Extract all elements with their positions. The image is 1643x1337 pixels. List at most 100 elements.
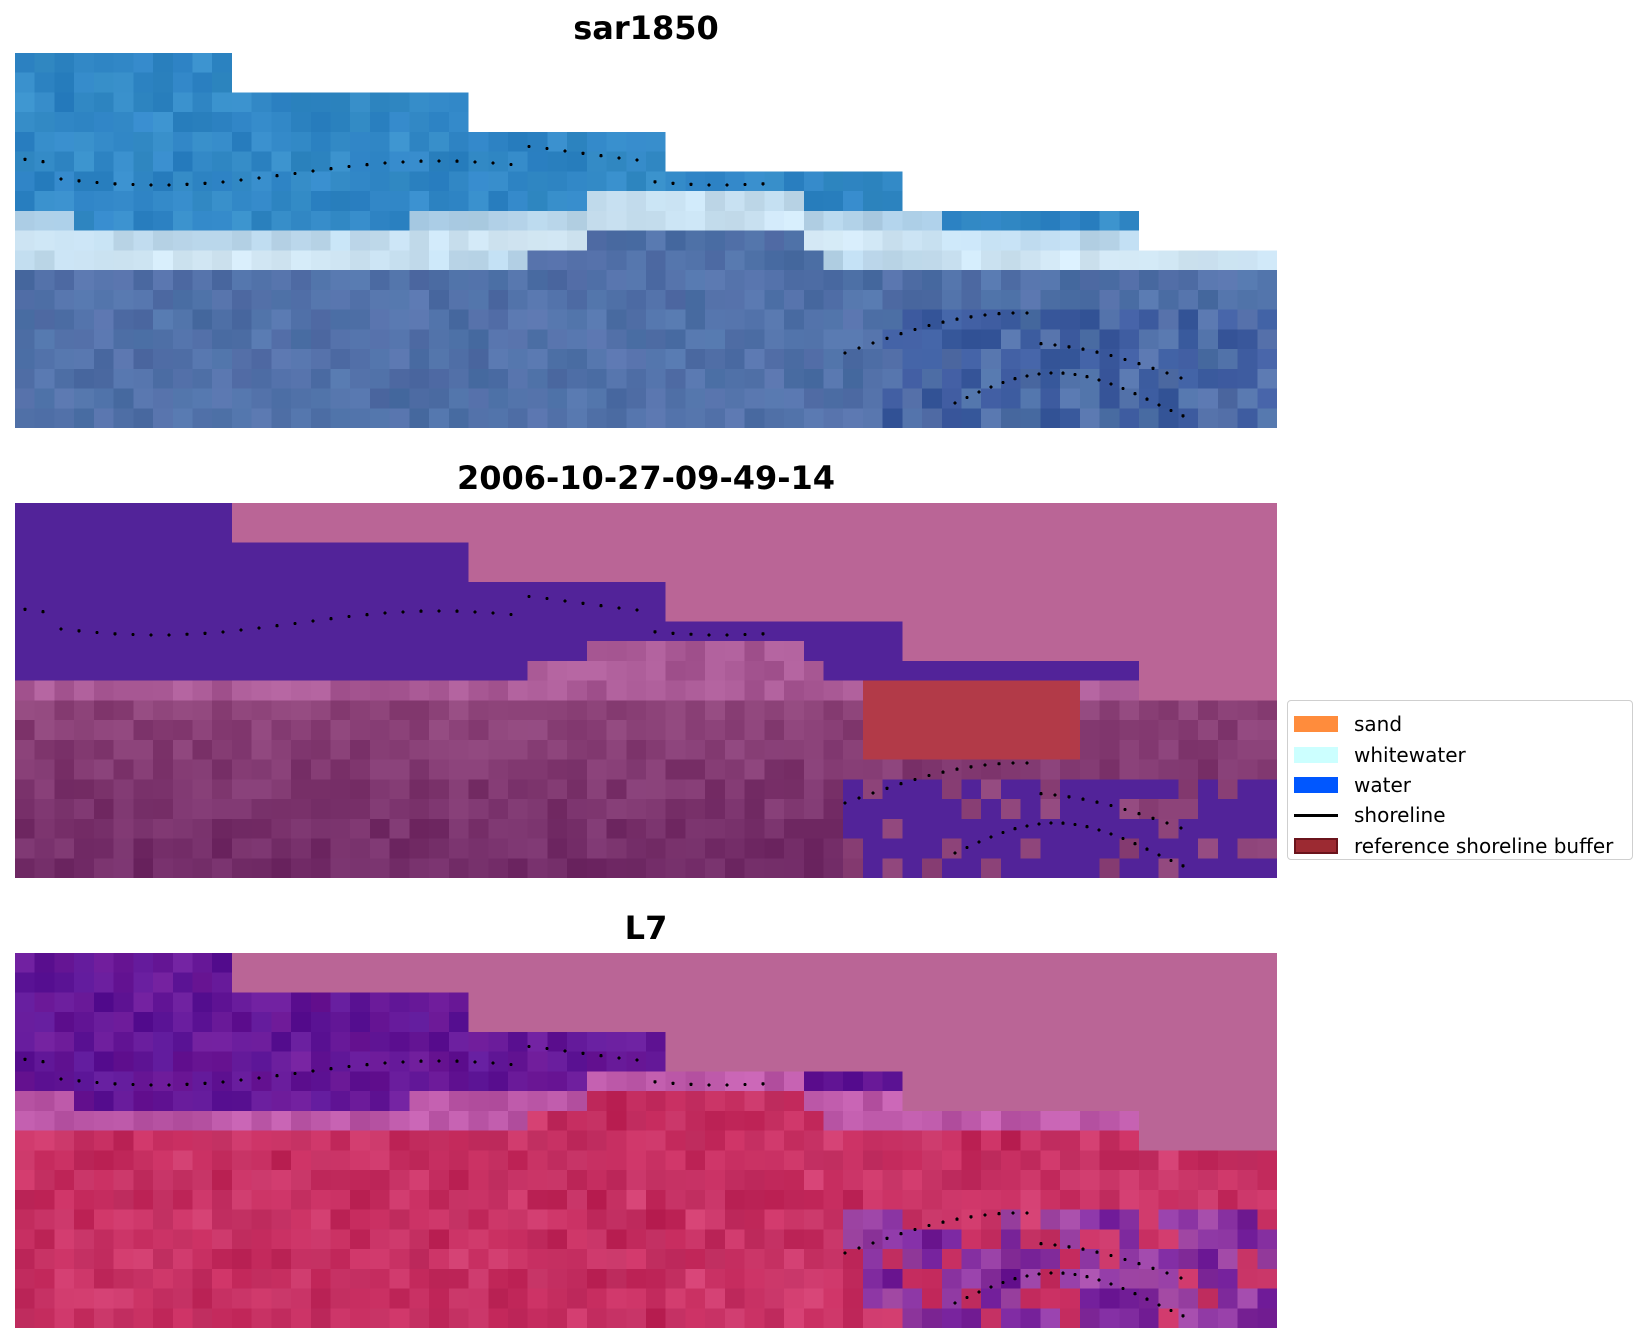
pixel [468, 992, 489, 1013]
pixel [626, 151, 647, 173]
pixel [133, 309, 154, 330]
pixel [488, 953, 509, 974]
pixel [133, 151, 154, 173]
pixel [310, 542, 332, 563]
pixel [981, 329, 1002, 350]
pixel [231, 818, 253, 840]
pixel [74, 953, 95, 974]
pixel [744, 289, 765, 311]
pixel [1020, 191, 1041, 212]
shoreline-dot [1181, 414, 1185, 418]
pixel [1079, 1308, 1101, 1328]
pixel [705, 858, 726, 878]
pixel [724, 680, 746, 701]
pixel [1040, 1130, 1061, 1151]
pixel [1119, 759, 1140, 780]
pixel [922, 680, 943, 701]
legend-item-shoreline: shoreline [1294, 800, 1626, 830]
pixel [468, 1071, 489, 1092]
pixel [1158, 503, 1180, 524]
pixel [626, 680, 647, 701]
pixel [665, 992, 687, 1013]
pixel [862, 408, 884, 428]
pixel [1237, 92, 1258, 113]
pixel [15, 818, 36, 840]
pixel [823, 759, 844, 780]
pixel [350, 1209, 371, 1230]
pixel [665, 230, 687, 251]
pixel [803, 601, 825, 623]
pixel [1178, 230, 1199, 251]
pixel [330, 838, 351, 859]
pixel [34, 309, 56, 330]
pixel [1020, 210, 1041, 232]
pixel [941, 1071, 963, 1092]
pixel [389, 368, 410, 390]
pixel [212, 1308, 233, 1328]
pixel [1217, 562, 1239, 583]
pixel [922, 1031, 943, 1053]
pixel [1060, 720, 1081, 741]
shoreline-dot [1013, 377, 1017, 381]
pixel [133, 522, 154, 544]
pixel [803, 151, 825, 173]
pixel [586, 329, 608, 350]
pixel [705, 542, 726, 563]
pixel [823, 1110, 844, 1132]
pixel [350, 349, 371, 370]
shoreline-dot [131, 183, 135, 187]
pixel [251, 1091, 272, 1112]
pixel [74, 53, 95, 74]
pixel [231, 1091, 253, 1112]
pixel [902, 680, 923, 701]
pixel [862, 1288, 884, 1309]
pixel [74, 1012, 95, 1033]
pixel [172, 270, 194, 291]
pixel [15, 408, 36, 428]
pixel [724, 562, 746, 583]
shoreline-dot [1037, 822, 1041, 826]
pixel [271, 562, 292, 583]
pixel [74, 1091, 95, 1112]
pixel [1237, 72, 1258, 94]
pixel [389, 1209, 410, 1230]
pixel [389, 329, 410, 350]
pixel [251, 270, 272, 291]
pixel [468, 972, 489, 994]
shoreline-dot [1123, 807, 1127, 812]
pixel [764, 641, 785, 662]
pixel [1060, 53, 1081, 74]
pixel [350, 388, 371, 409]
pixel [133, 621, 154, 642]
pixel [310, 759, 332, 780]
pixel [665, 1110, 687, 1132]
pixel [1079, 759, 1101, 780]
pixel [981, 1110, 1002, 1132]
pixel [1178, 210, 1199, 232]
pixel [567, 171, 588, 192]
pixel [54, 230, 75, 251]
pixel [665, 818, 687, 840]
pixel [389, 289, 410, 311]
legend-swatch-buffer [1294, 837, 1338, 854]
pixel [547, 1091, 568, 1112]
pixel [488, 53, 509, 74]
pixel [626, 700, 647, 721]
pixel [448, 522, 470, 544]
pixel [1119, 953, 1140, 974]
pixel [389, 1091, 410, 1112]
pixel [606, 230, 627, 251]
pixel [1158, 131, 1180, 153]
pixel [705, 992, 726, 1013]
pixel [1237, 289, 1258, 311]
pixel [1040, 953, 1061, 974]
pixel [429, 1091, 450, 1112]
pixel [192, 799, 213, 820]
pixel [350, 171, 371, 192]
pixel [488, 1288, 509, 1309]
pixel [212, 581, 233, 603]
pixel [1217, 349, 1239, 370]
pixel [902, 1170, 923, 1191]
pixel [212, 250, 233, 271]
pixel [784, 1209, 805, 1230]
